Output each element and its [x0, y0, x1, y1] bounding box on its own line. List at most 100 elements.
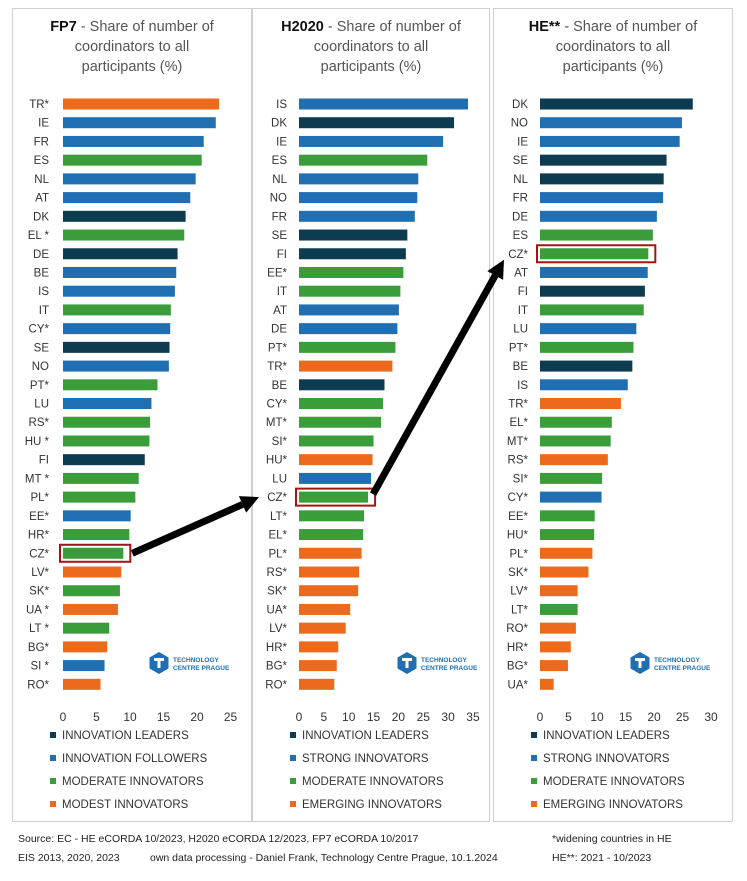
svg-text:TECHNOLOGY: TECHNOLOGY: [421, 657, 468, 664]
bar: [540, 435, 611, 447]
x-tick-label: 5: [565, 710, 572, 724]
h2020-title-text: - Share of number of coordinators to all…: [313, 19, 461, 75]
category-label: SK*: [29, 586, 49, 598]
category-label: FI: [39, 455, 49, 467]
bar: [540, 491, 602, 503]
category-label: RO*: [506, 623, 528, 635]
x-tick-label: 10: [123, 710, 137, 724]
category-label: CZ*: [508, 249, 528, 261]
legend-label: EMERGING INNOVATORS: [302, 799, 442, 811]
legend-label: INNOVATION LEADERS: [543, 730, 670, 742]
category-label: HR*: [28, 530, 50, 542]
bar: [299, 454, 373, 466]
h2020-panel: H2020 - Share of number of coordinators …: [252, 8, 490, 822]
bar: [299, 566, 360, 578]
category-label: RS*: [267, 567, 288, 579]
bar: [299, 435, 374, 447]
bar: [540, 117, 682, 129]
bar: [63, 379, 158, 391]
category-label: IE: [38, 118, 49, 130]
category-label: CY*: [508, 492, 529, 504]
bar: [540, 135, 680, 147]
category-label: HU*: [507, 530, 529, 542]
bar: [63, 323, 171, 335]
category-label: BG*: [28, 642, 50, 654]
bar: [63, 98, 220, 110]
category-label: IS: [517, 380, 528, 392]
bar: [299, 585, 359, 597]
legend-label: MODERATE INNOVATORS: [543, 776, 685, 788]
category-label: LT*: [511, 604, 529, 616]
bar: [540, 641, 571, 653]
bar: [299, 472, 372, 484]
category-label: LU: [272, 473, 287, 485]
bar: [299, 304, 399, 316]
x-tick-label: 20: [647, 710, 661, 724]
fp7-title-bold: FP7: [50, 19, 77, 35]
footer-he-period: HE**: 2021 - 10/2023: [552, 852, 652, 864]
bar: [299, 341, 396, 353]
bar: [540, 529, 595, 541]
category-label: PT*: [30, 380, 50, 392]
bar: [63, 603, 118, 615]
bar: [63, 360, 169, 372]
category-label: BE: [513, 361, 529, 373]
bar: [63, 248, 178, 260]
bar: [299, 379, 385, 391]
bar: [63, 454, 145, 466]
category-label: NL: [34, 174, 49, 186]
category-label: LU: [513, 324, 528, 336]
bar: [63, 341, 170, 353]
bar: [540, 154, 667, 166]
category-label: EE*: [508, 511, 528, 523]
bar: [540, 304, 644, 316]
x-tick-label: 25: [676, 710, 690, 724]
category-label: EE*: [267, 267, 287, 279]
bar: [299, 173, 419, 185]
bar: [540, 510, 595, 522]
bar: [299, 285, 401, 297]
bar: [540, 454, 608, 466]
category-label: SE: [513, 155, 529, 167]
category-label: FR: [34, 136, 49, 148]
x-tick-label: 5: [93, 710, 100, 724]
category-label: HU *: [25, 436, 50, 448]
bar: [299, 641, 339, 653]
category-label: SE: [34, 342, 50, 354]
category-label: NO: [511, 118, 528, 130]
bar: [299, 547, 362, 559]
he-tc-logo: TECHNOLOGY CENTRE PRAGUE: [628, 651, 724, 682]
category-label: IT: [518, 305, 528, 317]
bar: [299, 622, 346, 634]
fp7-bar-chart: TR* IE FR ES NL AT DK EL * DE BE IS IT CY* SE NO PT* LU R…: [25, 98, 237, 811]
category-label: PL*: [509, 548, 528, 560]
bar: [299, 154, 428, 166]
highlight-box: [295, 487, 377, 507]
category-label: DE: [512, 211, 528, 223]
category-label: CY*: [29, 324, 50, 336]
h2020-title-bold: H2020: [281, 19, 324, 35]
category-label: EL*: [268, 530, 287, 542]
category-label: PT*: [509, 342, 529, 354]
svg-text:CENTRE PRAGUE: CENTRE PRAGUE: [421, 665, 478, 672]
bar: [540, 566, 589, 578]
bar: [63, 547, 124, 559]
category-label: IT: [277, 286, 287, 298]
category-label: LV*: [269, 623, 287, 635]
x-tick-label: 5: [321, 710, 328, 724]
bar: [63, 510, 131, 522]
category-label: EE*: [29, 511, 49, 523]
bar: [63, 678, 101, 690]
category-label: TR*: [508, 399, 528, 411]
x-tick-label: 30: [704, 710, 718, 724]
bar: [540, 678, 554, 690]
x-tick-label: 20: [392, 710, 406, 724]
legend-label: STRONG INNOVATORS: [302, 753, 429, 765]
category-label: LT*: [270, 511, 288, 523]
category-label: ES: [272, 155, 288, 167]
x-tick-label: 25: [417, 710, 431, 724]
category-label: LV*: [510, 586, 528, 598]
legend-label: MODERATE INNOVATORS: [62, 776, 204, 788]
